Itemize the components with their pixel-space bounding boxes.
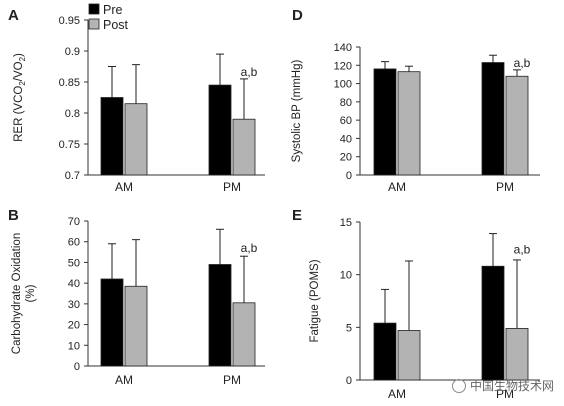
x-tick-label: PM [223, 373, 241, 387]
watermark: 中国生物技术网 [451, 377, 554, 394]
y-axis-label: RER (VCO2/VO2) [13, 53, 27, 142]
x-tick-label: PM [223, 180, 241, 194]
legend-swatch [88, 3, 100, 15]
bar-post-pm [505, 75, 529, 176]
y-tick-label: 40 [340, 133, 352, 145]
y-tick-label: 70 [68, 216, 80, 228]
y-tick-label: 60 [340, 115, 352, 127]
bar-post-pm [232, 302, 256, 367]
y-tick-label: 140 [334, 42, 352, 54]
bar-pre-am [100, 97, 124, 176]
y-tick-label: 0.85 [59, 77, 80, 89]
y-tick-label: 30 [68, 299, 80, 311]
y-tick-label: 0 [346, 375, 352, 387]
panel-letter: A [8, 7, 19, 24]
x-tick-label: AM [115, 180, 133, 194]
x-tick-label: PM [496, 387, 514, 401]
significance-annotation: a,b [514, 243, 531, 257]
y-tick-label: 0.95 [59, 15, 80, 27]
legend-label-pre: Pre [103, 3, 123, 17]
x-tick-label: PM [496, 180, 514, 194]
significance-annotation: a,b [241, 241, 258, 255]
significance-annotation: a,b [514, 56, 531, 70]
panel-b: B 0 10 20 30 40 50 60 70 Carbohydrate Oxidation (%… [8, 207, 265, 387]
y-tick-label: 0.8 [65, 108, 80, 120]
y-axis-label: (%) [25, 284, 37, 302]
panel-letter: E [292, 207, 302, 224]
legend-swatch [88, 18, 100, 30]
wechat-icon [451, 378, 466, 393]
bar-post-am [124, 285, 148, 367]
y-tick-label: 80 [340, 97, 352, 109]
bar-post-am [124, 103, 148, 176]
panel-e: E 0 5 10 15 Fatigue (POMS) AM PM a,b [292, 207, 540, 401]
bar-pre-am [373, 322, 397, 381]
y-tick-label: 0.75 [59, 139, 80, 151]
bar-pre-pm [481, 62, 505, 176]
x-tick-label: AM [388, 180, 406, 194]
y-axis-label: Fatigue (POMS) [309, 259, 321, 342]
y-tick-label: 0 [74, 361, 80, 373]
y-tick-label: 0.7 [65, 170, 80, 182]
y-tick-label: 50 [68, 257, 80, 269]
x-tick-label: AM [115, 373, 133, 387]
y-tick-label: 60 [68, 237, 80, 249]
y-tick-label: 5 [346, 322, 352, 334]
y-tick-label: 100 [334, 79, 352, 91]
bar-pre-pm [208, 264, 232, 367]
y-tick-label: 40 [68, 278, 80, 290]
bar-pre-am [373, 68, 397, 176]
bar-pre-pm [208, 84, 232, 176]
y-axis-label: Systolic BP (mmHg) [291, 60, 303, 163]
y-tick-label: 120 [334, 60, 352, 72]
panel-a: A 0.7 0.75 0.8 0.85 0.9 0.95 RER (VCO2/VO2) AM PM… [8, 3, 265, 194]
y-tick-label: 15 [340, 217, 352, 229]
legend-label-post: Post [103, 18, 129, 32]
bar-pre-am [100, 278, 124, 367]
watermark-text: 中国生物技术网 [469, 379, 554, 393]
bar-pre-pm [481, 265, 505, 381]
x-tick-label: AM [388, 387, 406, 401]
y-axis-label: Carbohydrate Oxidation [11, 233, 23, 354]
bar-post-pm [232, 118, 256, 176]
bar-post-pm [505, 327, 529, 381]
significance-annotation: a,b [241, 65, 258, 79]
panel-letter: B [8, 207, 19, 224]
y-tick-label: 0.9 [65, 46, 80, 58]
y-tick-label: 10 [340, 270, 352, 282]
panel-letter: D [292, 7, 303, 24]
y-tick-label: 0 [346, 170, 352, 182]
bar-post-am [397, 330, 421, 381]
bar-post-am [397, 71, 421, 176]
panel-d: D 0 20 40 60 80 100 120 140 Systolic BP (mmHg) AM P… [291, 7, 540, 194]
y-tick-label: 20 [68, 320, 80, 332]
y-tick-label: 10 [68, 340, 80, 352]
y-tick-label: 20 [340, 152, 352, 164]
